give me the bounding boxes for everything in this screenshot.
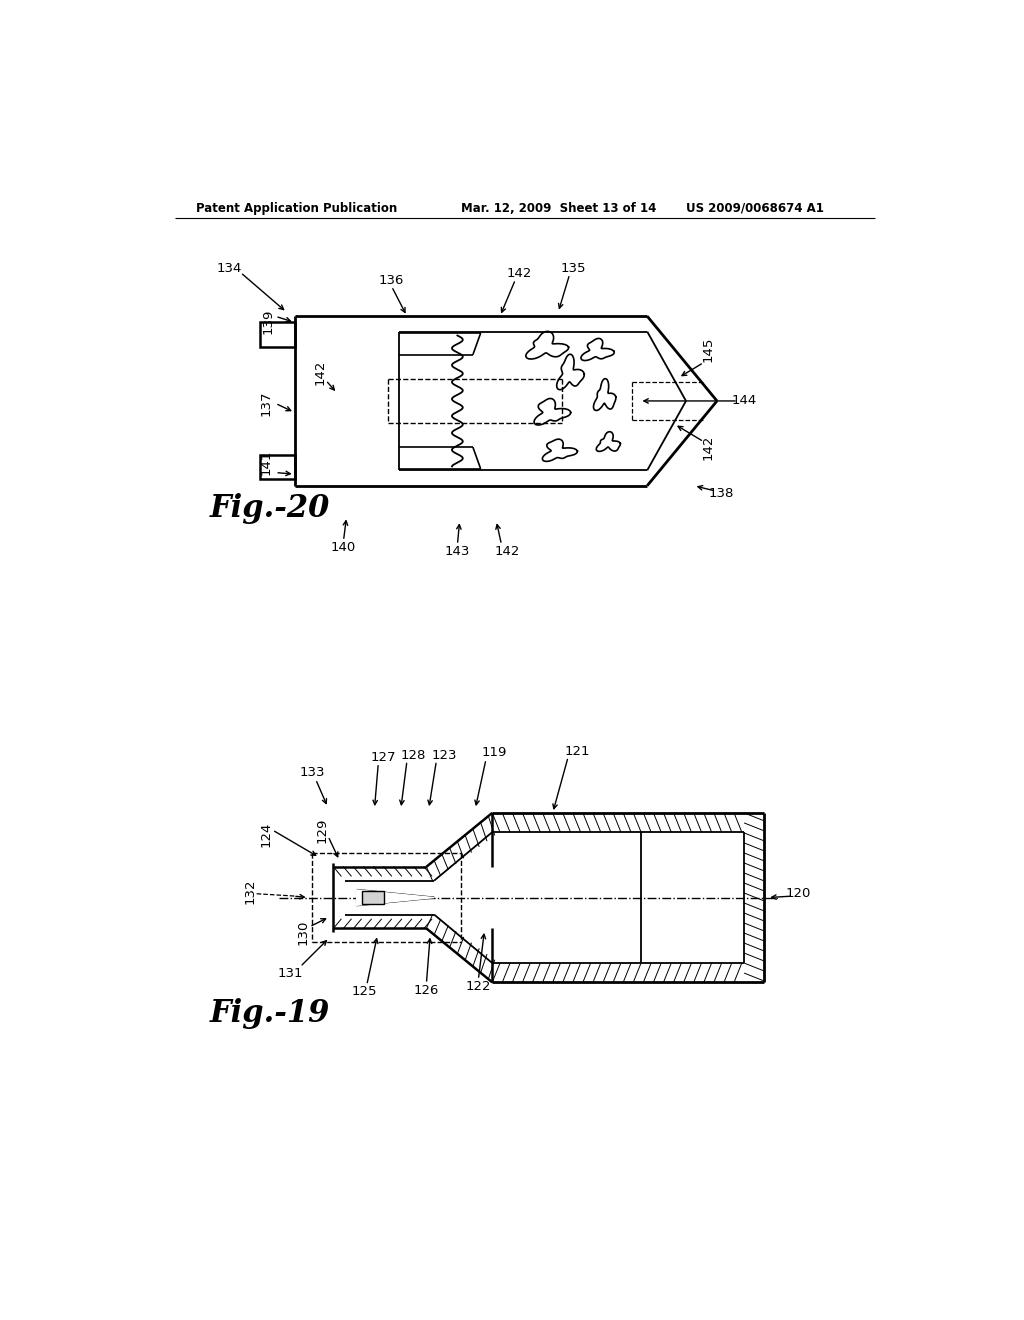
Text: 124: 124: [259, 822, 272, 847]
Bar: [260, 322, 295, 347]
Bar: [260, 455, 295, 479]
Text: Patent Application Publication: Patent Application Publication: [197, 202, 397, 215]
Text: 142: 142: [701, 434, 714, 459]
Text: 136: 136: [379, 273, 404, 286]
Text: 137: 137: [259, 391, 272, 416]
Text: 142: 142: [313, 360, 327, 385]
Text: 126: 126: [414, 983, 439, 997]
Text: 132: 132: [244, 879, 257, 904]
Text: 119: 119: [481, 746, 507, 759]
Text: 131: 131: [278, 966, 303, 979]
Text: 142: 142: [507, 268, 532, 280]
Text: US 2009/0068674 A1: US 2009/0068674 A1: [686, 202, 824, 215]
Text: Fig.-19: Fig.-19: [209, 998, 330, 1028]
Text: 143: 143: [444, 545, 470, 557]
Text: 139: 139: [262, 309, 274, 334]
Text: 138: 138: [709, 487, 733, 500]
Text: 140: 140: [331, 541, 356, 554]
Text: 125: 125: [351, 985, 377, 998]
Text: 129: 129: [315, 817, 329, 842]
Bar: [362, 891, 384, 904]
Text: Mar. 12, 2009  Sheet 13 of 14: Mar. 12, 2009 Sheet 13 of 14: [461, 202, 656, 215]
Text: 121: 121: [565, 744, 590, 758]
Text: 133: 133: [300, 767, 326, 779]
Text: 127: 127: [371, 751, 396, 764]
Polygon shape: [356, 890, 434, 906]
Text: Fig.-20: Fig.-20: [209, 494, 330, 524]
Text: 135: 135: [561, 261, 587, 275]
Text: 130: 130: [297, 920, 309, 945]
Text: 123: 123: [431, 748, 457, 762]
Text: 122: 122: [466, 979, 492, 993]
Text: 141: 141: [259, 450, 272, 475]
Text: 144: 144: [731, 395, 757, 408]
Text: 145: 145: [701, 337, 714, 362]
Text: 134: 134: [216, 261, 242, 275]
Text: 120: 120: [785, 887, 811, 900]
Text: 142: 142: [495, 545, 520, 557]
Text: 128: 128: [400, 748, 426, 762]
